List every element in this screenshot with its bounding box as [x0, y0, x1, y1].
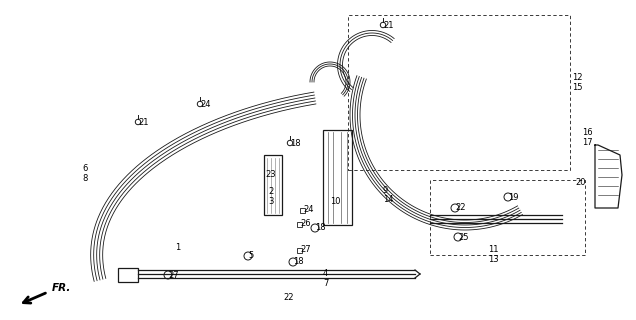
Text: 3: 3 — [268, 196, 273, 205]
Text: 19: 19 — [508, 193, 518, 202]
Text: 14: 14 — [383, 196, 394, 204]
Text: 23: 23 — [265, 170, 275, 179]
Text: 17: 17 — [582, 138, 593, 147]
Text: 7: 7 — [323, 278, 328, 287]
Text: 24: 24 — [200, 100, 211, 108]
Text: 13: 13 — [488, 255, 499, 265]
Bar — [430, 180, 585, 255]
Text: 22: 22 — [455, 204, 466, 212]
Text: FR.: FR. — [52, 283, 71, 293]
Text: 15: 15 — [572, 83, 583, 92]
Text: 18: 18 — [290, 139, 301, 148]
Text: 8: 8 — [82, 173, 87, 182]
Text: 10: 10 — [330, 197, 340, 206]
Text: 20: 20 — [575, 178, 586, 187]
Text: 2: 2 — [268, 187, 273, 196]
Text: 18: 18 — [293, 258, 303, 267]
Bar — [298, 247, 303, 252]
Text: 25: 25 — [458, 233, 469, 242]
Text: 4: 4 — [323, 268, 328, 277]
Text: 12: 12 — [572, 73, 583, 82]
Text: 6: 6 — [82, 164, 87, 172]
Bar — [323, 130, 352, 225]
Text: 24: 24 — [303, 205, 314, 214]
Bar — [300, 207, 305, 212]
Text: 21: 21 — [383, 20, 394, 29]
Text: 26: 26 — [300, 220, 310, 228]
Bar — [298, 221, 303, 227]
Text: 5: 5 — [248, 252, 253, 260]
Text: 27: 27 — [168, 270, 179, 279]
Text: 9: 9 — [383, 186, 388, 195]
Text: 22: 22 — [283, 293, 293, 302]
Bar — [348, 15, 570, 170]
Text: 18: 18 — [315, 223, 326, 233]
Bar — [118, 268, 138, 282]
Text: 21: 21 — [138, 117, 148, 126]
Bar — [264, 155, 282, 215]
Text: 1: 1 — [175, 243, 180, 252]
Text: 27: 27 — [300, 245, 310, 254]
Text: 16: 16 — [582, 127, 593, 137]
Text: 11: 11 — [488, 245, 499, 254]
